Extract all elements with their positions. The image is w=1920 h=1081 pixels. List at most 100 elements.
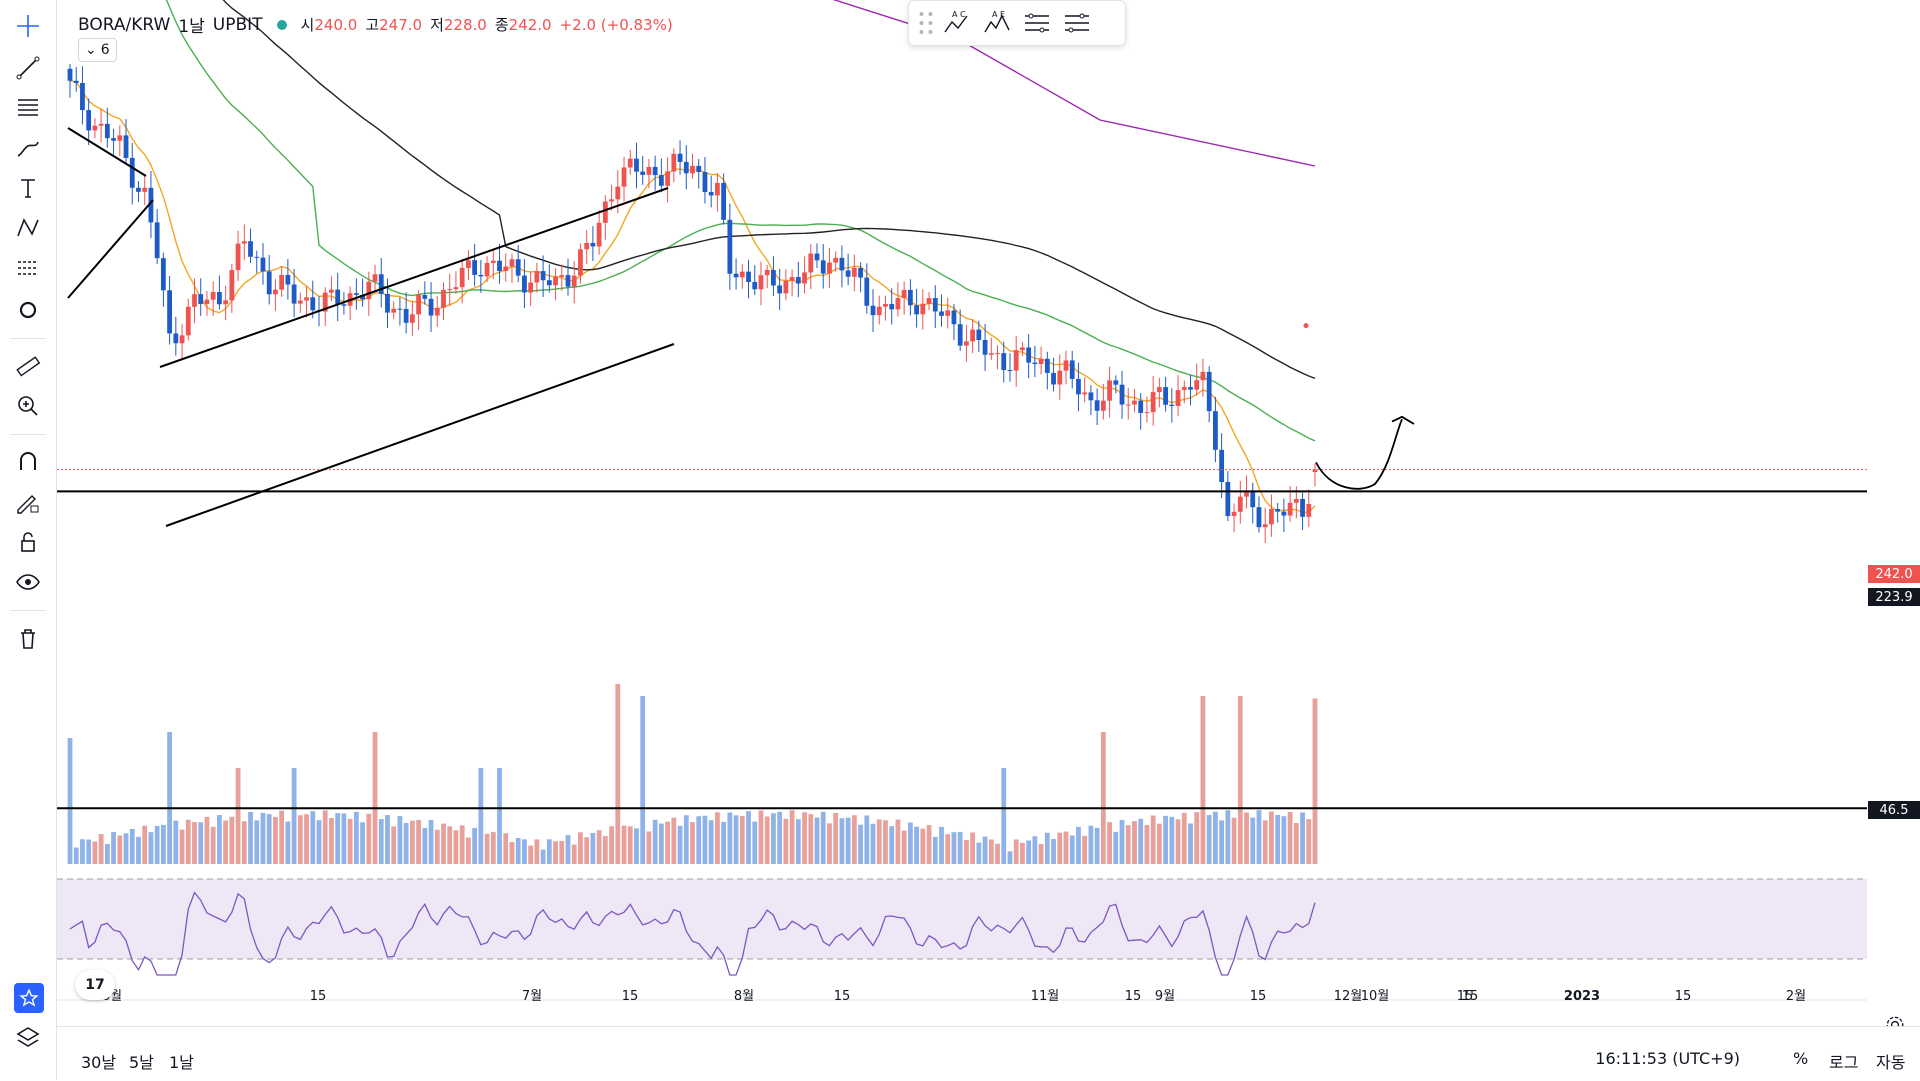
volume-bar xyxy=(409,820,415,864)
eye-icon[interactable] xyxy=(10,564,46,600)
drag-handle-icon[interactable] xyxy=(915,3,937,43)
elliott-wave-icon[interactable]: A E xyxy=(977,3,1017,43)
candle-body xyxy=(341,304,347,306)
volume-bar xyxy=(478,768,484,864)
candle-body xyxy=(939,311,944,316)
lock-icon[interactable] xyxy=(10,524,46,560)
range-5d-button[interactable]: 5날 xyxy=(129,1053,154,1072)
volume-bar xyxy=(559,840,565,864)
volume-bar xyxy=(540,849,546,864)
candle-body xyxy=(1306,504,1312,517)
chart-area[interactable]: 680.0640.0600.0560.0520.0480.0440.0400.0… xyxy=(57,0,1867,1026)
volume-bar xyxy=(1256,810,1262,864)
long-position-icon[interactable] xyxy=(1017,3,1057,43)
candle-body xyxy=(976,329,982,340)
volume-bar xyxy=(578,832,583,864)
candle-body xyxy=(1231,511,1237,516)
candle-body xyxy=(509,259,515,267)
crosshair-icon[interactable] xyxy=(10,8,46,44)
candle-body xyxy=(497,260,502,272)
candle-body xyxy=(988,353,994,355)
candle-body xyxy=(167,290,172,334)
candle-body xyxy=(571,275,577,287)
volume-bar xyxy=(1094,827,1100,864)
candle-body xyxy=(204,299,210,305)
interval-label[interactable]: 1날 xyxy=(178,17,205,37)
time-tick-label: 15 xyxy=(310,989,327,1004)
price-chart[interactable]: 680.0640.0600.0560.0520.0480.0440.0400.0… xyxy=(57,0,1867,1026)
channel-upper-line xyxy=(159,187,669,368)
candle-body xyxy=(1200,371,1206,381)
circle-icon[interactable] xyxy=(10,292,46,328)
time-tick-label: 2월 xyxy=(1786,989,1806,1004)
volume-bar xyxy=(160,824,166,864)
candle-body xyxy=(192,294,197,307)
rsi-line xyxy=(69,891,1316,976)
volume-bar xyxy=(229,816,235,864)
candle-body xyxy=(621,167,627,187)
candle-body xyxy=(746,271,751,282)
candle-body xyxy=(851,267,857,277)
volume-bar xyxy=(192,822,197,864)
candle-body xyxy=(98,123,104,126)
short-position-icon[interactable] xyxy=(1057,3,1097,43)
candle-body xyxy=(1125,404,1131,406)
layers-icon[interactable] xyxy=(14,1024,44,1054)
candle-body xyxy=(789,277,795,281)
volume-bar xyxy=(1113,831,1119,864)
volume-bar xyxy=(665,821,670,864)
favorites-star-icon[interactable] xyxy=(14,983,44,1013)
volume-bar xyxy=(746,811,751,864)
text-icon[interactable] xyxy=(10,170,46,206)
volume-bar xyxy=(845,817,851,864)
prediction-icon[interactable] xyxy=(10,250,46,286)
percent-toggle[interactable]: % xyxy=(1793,1049,1809,1068)
candle-body xyxy=(515,259,521,276)
volume-bar xyxy=(167,732,172,864)
symbol-name[interactable]: BORA/KRW xyxy=(78,14,171,35)
indicators-collapse-button[interactable]: ⌄ 6 xyxy=(78,38,117,62)
volume-bar xyxy=(1032,836,1038,864)
volume-bar xyxy=(970,832,976,864)
ruler-icon[interactable] xyxy=(10,348,46,384)
candle-body xyxy=(1038,358,1044,365)
range-30d-button[interactable]: 30날 xyxy=(81,1053,117,1072)
trend-line-icon[interactable] xyxy=(10,50,46,86)
volume-bar xyxy=(173,820,179,864)
candle-body xyxy=(652,166,658,176)
candle-body xyxy=(609,199,614,202)
volume-bar xyxy=(702,815,708,864)
magnet-icon[interactable] xyxy=(10,444,46,480)
log-toggle[interactable]: 로그 xyxy=(1829,1053,1859,1072)
tradingview-logo[interactable]: 17 xyxy=(75,970,115,1000)
volume-bar xyxy=(683,815,689,864)
candle-body xyxy=(273,289,278,295)
candle-body xyxy=(827,262,832,274)
abcd-pattern-icon[interactable]: A C xyxy=(937,3,977,43)
auto-toggle[interactable]: 자동 xyxy=(1876,1053,1906,1072)
volume-bar xyxy=(1219,820,1225,864)
candle-body xyxy=(634,158,639,172)
candle-body xyxy=(185,306,191,336)
fib-icon[interactable] xyxy=(10,90,46,126)
lock-draw-icon[interactable] xyxy=(10,484,46,520)
toolbar-divider xyxy=(10,338,46,339)
volume-bar xyxy=(1057,832,1063,864)
volume-bar xyxy=(1082,835,1088,864)
candle-body xyxy=(565,275,571,287)
zoom-icon[interactable] xyxy=(10,388,46,424)
pattern-icon[interactable] xyxy=(10,210,46,246)
clock[interactable]: 16:11:53 (UTC+9) xyxy=(1595,1049,1740,1068)
candle-body xyxy=(92,125,98,131)
volume-bar xyxy=(1076,826,1081,864)
volume-bar xyxy=(353,811,359,864)
candle-body xyxy=(1281,511,1287,516)
candle-body xyxy=(198,294,204,305)
brush-icon[interactable] xyxy=(10,130,46,166)
range-1d-button[interactable]: 1날 xyxy=(169,1053,194,1072)
trash-icon[interactable] xyxy=(10,620,46,656)
volume-bar xyxy=(403,822,409,864)
candle-body xyxy=(1094,400,1100,411)
candle-body xyxy=(1076,378,1081,395)
volume-bar xyxy=(1293,822,1299,864)
